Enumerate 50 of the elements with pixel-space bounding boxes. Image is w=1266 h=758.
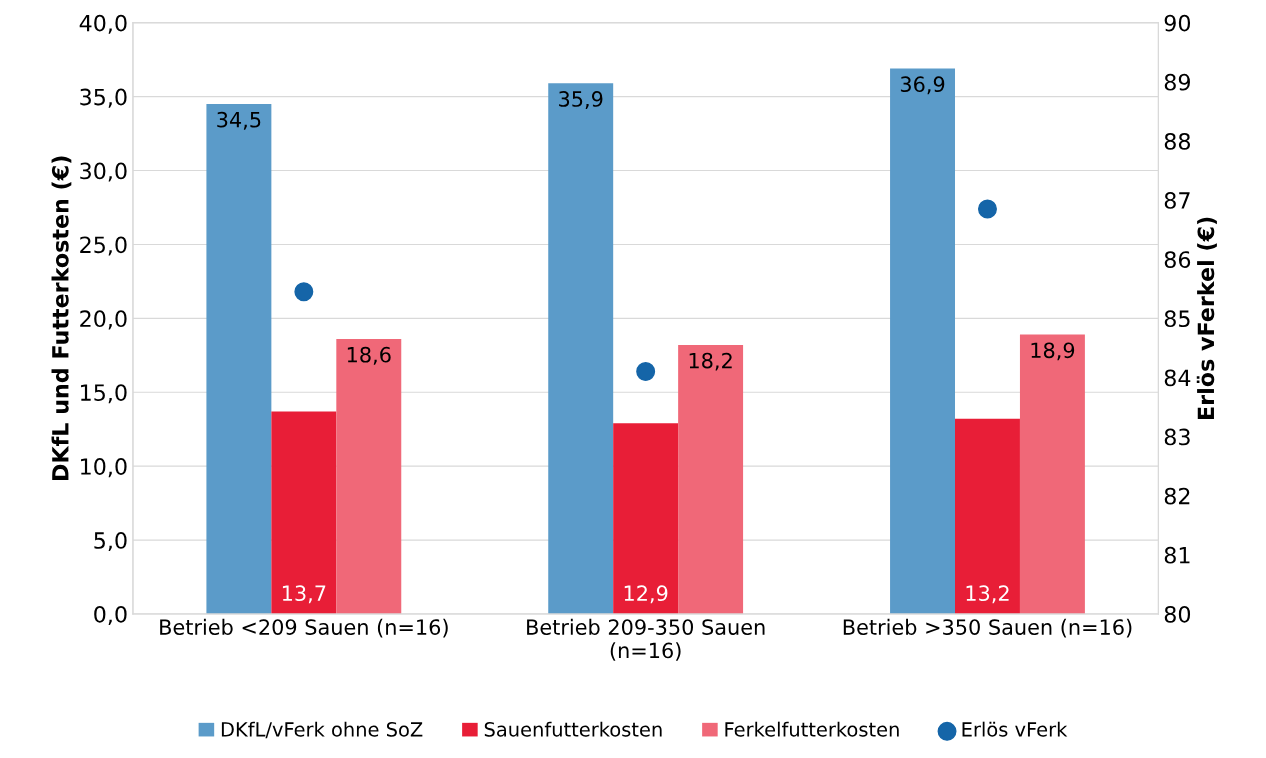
legend-label: Sauenfutterkosten xyxy=(484,721,662,737)
data-label: 36,9 xyxy=(900,76,945,95)
y-tick-label: 35,0 xyxy=(80,88,127,108)
y-tick-label: 5,0 xyxy=(94,532,127,552)
y-tick-label: 40,0 xyxy=(79,14,127,34)
data-label: 18,2 xyxy=(689,352,732,371)
data-label: 35,9 xyxy=(559,91,603,109)
bar xyxy=(271,411,337,614)
point xyxy=(294,282,314,302)
bar xyxy=(613,423,679,614)
y2-tick-label: 83 xyxy=(1164,428,1190,446)
data-label: 13,7 xyxy=(282,585,326,604)
bar xyxy=(206,104,272,614)
y-tick-label: 15,0 xyxy=(81,384,127,404)
y-axis-title: DKfL und Futterkosten (€) xyxy=(51,156,72,481)
legend-label: Ferkelfutterkosten xyxy=(725,721,899,737)
y2-axis-title: Erlös vFerkel (€) xyxy=(1196,217,1217,419)
point xyxy=(978,199,997,219)
y2-tick-label: 88 xyxy=(1164,132,1191,150)
y-tick-label: 30,0 xyxy=(80,162,127,182)
bar xyxy=(336,339,402,614)
y2-tick-label: 82 xyxy=(1164,487,1190,505)
x-tick-label: Betrieb 209-350 Sauen (n=16) xyxy=(527,618,765,661)
bar xyxy=(1019,334,1085,614)
bar xyxy=(955,418,1020,614)
x-tick-label: Betrieb >350 Sauen (n=16) xyxy=(843,618,1132,638)
y-tick-label: 0,0 xyxy=(94,605,127,626)
data-label: 18,6 xyxy=(347,346,391,365)
point xyxy=(636,362,656,382)
data-label: 13,2 xyxy=(966,585,1009,604)
y2-tick-label: 80 xyxy=(1164,605,1191,623)
bar xyxy=(548,83,614,614)
y2-tick-label: 81 xyxy=(1164,546,1190,564)
y2-tick-label: 85 xyxy=(1164,310,1190,328)
y2-tick-label: 89 xyxy=(1164,73,1190,91)
data-label: 12,9 xyxy=(624,585,668,604)
y-tick-label: 20,0 xyxy=(80,310,127,330)
data-label: 34,5 xyxy=(217,111,261,130)
y2-tick-label: 87 xyxy=(1164,192,1190,209)
data-label: 18,9 xyxy=(1031,342,1075,361)
legend-label: Erlös vFerk xyxy=(962,721,1068,737)
legend-label: DKfL/vFerk ohne SoZ xyxy=(221,721,423,739)
x-tick-label: Betrieb <209 Sauen (n=16) xyxy=(160,618,448,638)
bar xyxy=(678,344,744,614)
y2-tick-label: 86 xyxy=(1164,251,1191,268)
y2-tick-label: 84 xyxy=(1164,369,1191,387)
bar xyxy=(890,68,956,614)
y2-tick-label: 90 xyxy=(1164,14,1191,32)
y-tick-label: 10,0 xyxy=(81,458,127,478)
y-tick-label: 25,0 xyxy=(80,236,127,256)
